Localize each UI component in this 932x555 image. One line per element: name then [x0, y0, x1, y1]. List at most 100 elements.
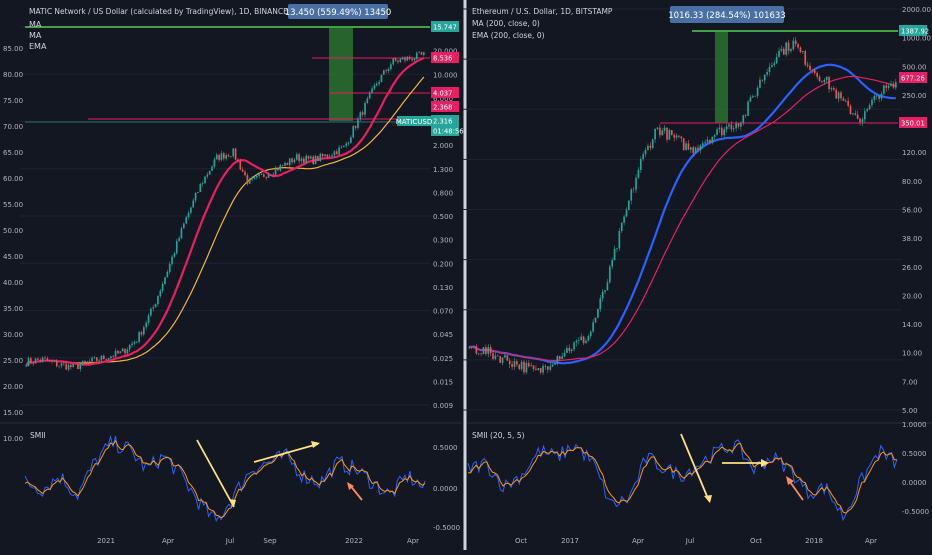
right-projection-box [715, 31, 728, 123]
candle-body [887, 85, 890, 88]
candle-body [126, 349, 129, 354]
candle-body [508, 360, 511, 365]
smii-axis-tick: 0.0000 [433, 485, 458, 493]
candle-body [244, 171, 246, 176]
price-axis-tick: 85.00 [3, 45, 23, 53]
candle-body [392, 58, 395, 65]
log-axis-tick: 7.00 [902, 378, 918, 386]
price-axis-tick: 20.00 [3, 383, 23, 391]
candle-body [523, 361, 525, 373]
candle-body [530, 365, 532, 367]
candle-body [751, 96, 754, 98]
candle-body [787, 42, 790, 51]
candle-body [823, 79, 826, 82]
price-tag: 350.01 [901, 120, 925, 128]
candle-body [378, 81, 380, 84]
candle-body [723, 129, 726, 136]
candle-body [350, 137, 352, 143]
candle-body [587, 336, 590, 341]
candle-body [825, 76, 828, 80]
log-axis-tick: 0.070 [433, 308, 453, 316]
left-arrow-up-head [311, 441, 320, 448]
candle-body [331, 155, 333, 157]
candle-body [397, 60, 399, 62]
candle-body [551, 364, 554, 367]
candle-body [673, 134, 675, 138]
candle-body [267, 174, 270, 178]
left-indicator-2[interactable]: MA [29, 31, 42, 40]
candle-body [415, 52, 418, 59]
candle-body [272, 174, 275, 176]
candle-body [718, 127, 721, 130]
candle-body [678, 135, 680, 137]
candle-body [759, 79, 761, 88]
candle-body [418, 52, 420, 53]
candle-body [766, 71, 768, 75]
candle-body [742, 115, 745, 123]
candle-body [154, 304, 157, 308]
smii-axis-tick: -0.5000 [902, 508, 929, 516]
candle-body [644, 149, 647, 155]
smii-signal-line [467, 443, 897, 514]
candle-body [494, 355, 497, 359]
smii-axis-tick: -0.5000 [433, 524, 460, 532]
candle-body [728, 124, 730, 127]
candle-body [60, 363, 63, 366]
right-candles[interactable] [468, 36, 897, 376]
candle-body [347, 142, 350, 144]
candle-body [768, 66, 771, 72]
candle-body [284, 162, 286, 166]
time-axis-tick: Oct [515, 537, 527, 545]
candle-body [561, 356, 563, 360]
candle-body [580, 336, 583, 341]
price-tag: 4.037 [433, 90, 452, 98]
right-grid [463, 8, 902, 411]
candle-body [357, 118, 359, 128]
candle-body [775, 56, 778, 64]
candle-body [594, 317, 597, 323]
candle-body [404, 57, 406, 61]
candle-body [291, 158, 293, 163]
candle-body [792, 40, 795, 50]
candle-body [558, 356, 561, 360]
candle-body [394, 58, 397, 61]
candle-body [328, 156, 331, 157]
candle-body [516, 361, 518, 365]
candle-body [335, 151, 338, 155]
smii-signal-line [24, 439, 426, 519]
candle-body [713, 135, 716, 137]
time-axis-tick: Apr [632, 537, 644, 545]
candle-body [606, 282, 609, 291]
price-tag-bg [899, 72, 927, 83]
candle-body [611, 260, 614, 267]
candle-body [223, 153, 225, 159]
smii-axis-tick: 1.0000 [902, 421, 927, 429]
candle-body [797, 44, 799, 48]
candle-body [866, 109, 869, 112]
candle-body [716, 129, 718, 136]
right-arrows [680, 433, 804, 503]
candle-body [659, 127, 661, 136]
left-symbol-tag-bg [397, 116, 431, 126]
time-axis-tick: Apr [407, 537, 419, 545]
candle-body [489, 347, 492, 354]
candle-body [187, 212, 190, 218]
right-smii-title[interactable]: SMII (20, 5, 5) [472, 431, 525, 440]
candle-body [383, 70, 385, 75]
candle-body [709, 139, 711, 143]
candle-body [288, 158, 291, 166]
left-indicator-3[interactable]: EMA [29, 42, 47, 51]
right-indicator-2[interactable]: EMA (200, close, 0) [472, 31, 545, 40]
candle-body [511, 364, 513, 367]
candle-body [878, 95, 880, 99]
candle-body [661, 130, 664, 136]
left-indicator-1[interactable]: MA [29, 20, 42, 29]
left-candles[interactable] [25, 50, 425, 372]
right-time-axis: Oct 2017 Apr Jul Oct 2018 Apr [515, 537, 877, 545]
candle-body [699, 145, 702, 150]
left-smii-title[interactable]: SMII [30, 431, 46, 440]
price-axis-tick: 65.00 [3, 149, 23, 157]
right-indicator-1[interactable]: MA (200, close, 0) [472, 19, 540, 28]
price-tag-bg [431, 101, 459, 112]
left-projection-box [329, 27, 353, 121]
